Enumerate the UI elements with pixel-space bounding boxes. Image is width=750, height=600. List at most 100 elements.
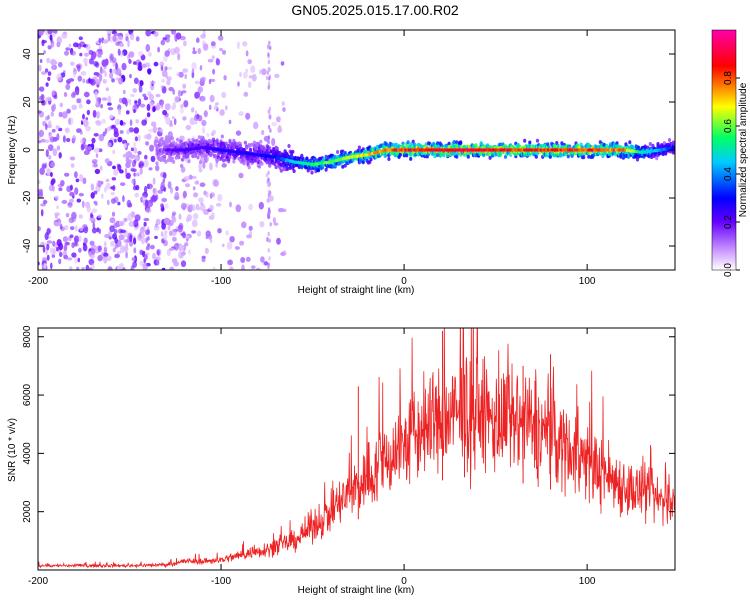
spectrogram-noise-blob bbox=[132, 159, 137, 168]
spectrogram-cell bbox=[204, 153, 208, 158]
spectrogram-noise-blob bbox=[115, 68, 122, 76]
spectrogram-noise-blob bbox=[127, 39, 130, 48]
spectrogram-noise-blob bbox=[64, 127, 71, 134]
spectrogram-noise-blob bbox=[278, 207, 284, 213]
spectrogram-noise-blob bbox=[135, 119, 139, 124]
spectrogram-cell bbox=[368, 145, 372, 150]
spectrogram-cell bbox=[284, 163, 288, 168]
spectrogram-noise-blob bbox=[59, 102, 63, 108]
spectrogram-cell bbox=[579, 142, 583, 147]
spectrogram-noise-blob bbox=[122, 153, 128, 158]
spectrogram-noise-blob bbox=[61, 111, 68, 119]
spectrogram-noise-blob bbox=[189, 117, 195, 126]
spectrogram-noise-blob bbox=[268, 76, 271, 81]
colorbar-tick-label: 0.6 bbox=[723, 119, 734, 133]
snr-y-tick-label: 4000 bbox=[22, 442, 33, 465]
spectrogram-cell bbox=[250, 142, 254, 147]
spectrogram-noise-blob bbox=[50, 172, 53, 177]
spectrogram-noise-blob bbox=[63, 254, 69, 260]
spectrogram-cell bbox=[166, 158, 171, 163]
spectrogram-cell bbox=[310, 170, 314, 175]
spectrogram-noise-blob bbox=[133, 247, 137, 254]
spectrogram-noise-blob bbox=[64, 241, 70, 246]
spectrogram-cell bbox=[447, 141, 451, 146]
spectrogram-noise-blob bbox=[65, 83, 71, 90]
spectrogram-noise-blob bbox=[267, 170, 270, 175]
spectrogram-noise-blob bbox=[182, 190, 187, 199]
spectrogram-cell bbox=[259, 139, 263, 144]
spectrogram-noise-blob bbox=[69, 191, 75, 197]
spectrogram-noise-blob bbox=[75, 178, 80, 183]
spectrogram-noise-blob bbox=[104, 158, 110, 164]
spectrogram-cell bbox=[247, 165, 251, 170]
spectrogram-noise-blob bbox=[266, 236, 269, 242]
spectrogram-cell bbox=[177, 155, 181, 160]
spectrogram-noise-blob bbox=[62, 135, 66, 143]
spectrogram-cell bbox=[488, 155, 492, 160]
spectrogram-noise-blob bbox=[175, 32, 182, 40]
spectrogram-noise-blob bbox=[134, 136, 138, 142]
snr-series-line bbox=[38, 328, 675, 569]
spectrogram-noise-blob bbox=[182, 68, 189, 73]
spectrogram-cell bbox=[187, 159, 191, 164]
snr-y-tick-label: 2000 bbox=[22, 500, 33, 523]
spectrogram-noise-blob bbox=[123, 239, 128, 243]
spectrogram-cell bbox=[648, 142, 652, 146]
spectrogram-noise-blob bbox=[103, 246, 108, 255]
spectrogram-noise-blob bbox=[112, 233, 117, 240]
spectrogram-noise-blob bbox=[221, 163, 227, 168]
spectrogram-noise-blob bbox=[125, 242, 129, 249]
spectrogram-cell bbox=[220, 134, 224, 139]
spectrogram-noise-blob bbox=[227, 259, 234, 266]
spectrogram-cell bbox=[338, 161, 342, 166]
spectrogram-noise-blob bbox=[171, 116, 175, 120]
spectrogram-cell bbox=[266, 151, 271, 156]
spectrogram-cell bbox=[200, 135, 204, 140]
spectrogram-noise-blob bbox=[155, 218, 161, 226]
spectrogram-noise-blob bbox=[139, 80, 144, 87]
spectrogram-noise-blob bbox=[163, 239, 168, 247]
spectrogram-noise-blob bbox=[86, 99, 91, 105]
spectrogram-noise-blob bbox=[174, 191, 180, 200]
spectrogram-noise-blob bbox=[48, 131, 52, 140]
spectrogram-noise-blob bbox=[61, 199, 68, 204]
spectrogram-noise-blob bbox=[134, 100, 138, 104]
spectrogram-noise-blob bbox=[49, 34, 53, 41]
spectrogram-noise-blob bbox=[238, 111, 244, 117]
spectrogram-noise-blob bbox=[101, 118, 106, 124]
spectrogram-noise-blob bbox=[184, 183, 191, 188]
spectrogram-noise-blob bbox=[133, 219, 139, 228]
spectrogram-noise-blob bbox=[71, 104, 77, 111]
spectrogram-cell bbox=[600, 143, 604, 147]
spectrogram-cell bbox=[246, 161, 250, 166]
spectrogram-noise-blob bbox=[67, 257, 73, 261]
spectrogram-noise-blob bbox=[74, 256, 78, 264]
spectrogram-noise-blob bbox=[124, 167, 128, 175]
spectrogram-noise-blob bbox=[198, 163, 202, 169]
spectrogram-noise-blob bbox=[181, 251, 186, 256]
spectrogram-noise-blob bbox=[66, 137, 71, 143]
spectrogram-noise-blob bbox=[195, 206, 202, 211]
spectrogram-cell bbox=[614, 152, 618, 157]
spectrogram-noise-blob bbox=[144, 199, 149, 208]
spectrogram-noise-blob bbox=[140, 236, 146, 245]
spectrogram-noise-blob bbox=[42, 199, 48, 205]
spectrogram-cell bbox=[204, 156, 208, 161]
spectrogram-noise-blob bbox=[62, 236, 68, 243]
spectrogram-cell bbox=[566, 154, 570, 159]
spectrogram-noise-blob bbox=[44, 139, 50, 144]
spectrogram-cell bbox=[164, 159, 168, 164]
spectrogram-cell bbox=[630, 144, 635, 149]
spectrogram-noise-blob bbox=[107, 34, 111, 42]
spectrogram-cell bbox=[248, 147, 253, 152]
colorbar-tick-label: 0.0 bbox=[723, 263, 734, 277]
spectrogram-cell bbox=[635, 157, 640, 162]
spectrogram-noise-blob bbox=[161, 267, 166, 270]
spectrogram-noise-blob bbox=[46, 168, 51, 176]
spectrogram-noise-blob bbox=[53, 94, 58, 100]
spectrogram-cell bbox=[282, 167, 286, 172]
spectrogram-noise-blob bbox=[201, 255, 206, 259]
spectrogram-cell bbox=[405, 153, 409, 158]
spectrogram-noise-blob bbox=[158, 128, 164, 133]
spectrogram-noise-blob bbox=[44, 68, 49, 73]
